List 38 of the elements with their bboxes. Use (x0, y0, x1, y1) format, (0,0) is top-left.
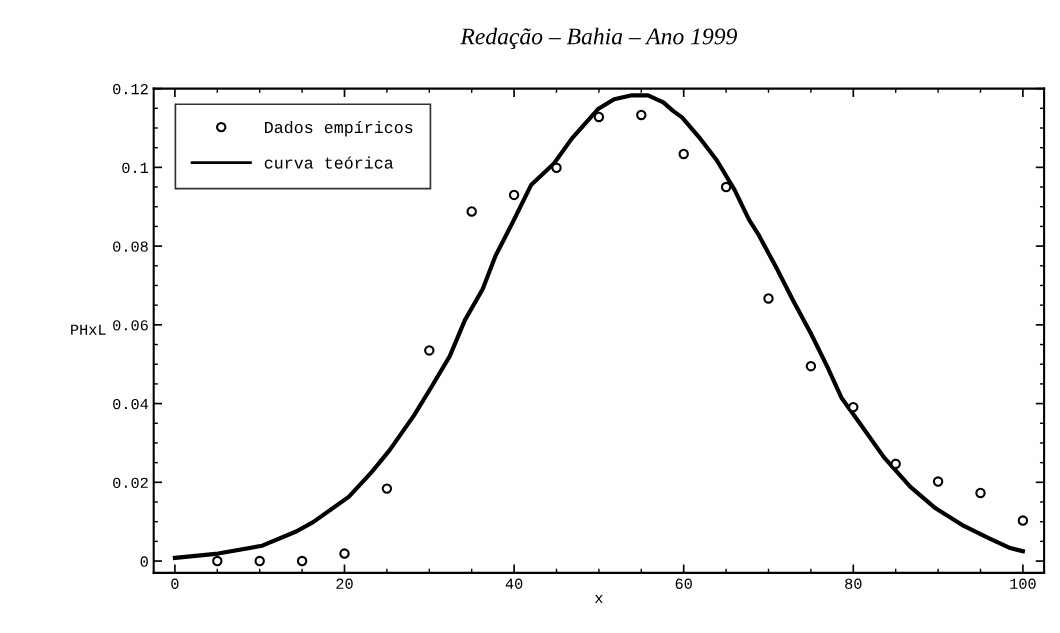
point (678, 148, 689, 160)
point (381, 483, 393, 494)
point (932, 476, 944, 487)
x-tick-label: 20 (336, 578, 353, 589)
y-tick-label: 0 (140, 556, 148, 567)
point (890, 458, 901, 470)
y-axis-title: PHxL (71, 324, 106, 335)
point (424, 345, 435, 356)
legend-label: Dados empíricos (265, 120, 413, 137)
point (975, 487, 986, 499)
point (254, 555, 265, 567)
chart-title: Redação – Bahia – Ano 1999 (460, 27, 738, 50)
point (763, 293, 774, 304)
x-axis-title: x (595, 594, 603, 604)
y-tick-label: 0.04 (113, 398, 149, 410)
y-tick-label: 0.06 (113, 320, 148, 331)
point (212, 555, 223, 567)
legend-label: curva teórica (264, 156, 394, 169)
y-tick-label: 0.02 (113, 477, 148, 488)
x-tick-label: 100 (1010, 578, 1036, 589)
x-tick-label: 0 (171, 578, 179, 589)
y-tick-label: 0.12 (113, 83, 148, 95)
x-tick-label: 40 (505, 578, 523, 589)
point (805, 360, 817, 372)
point (296, 555, 308, 567)
y-tick-label: 0.1 (122, 162, 149, 174)
point (508, 189, 520, 201)
point (720, 181, 732, 193)
x-tick-label: 80 (845, 578, 862, 589)
point (339, 548, 350, 559)
y-tick-label: 0.08 (113, 241, 148, 252)
point (551, 162, 562, 173)
point (466, 206, 477, 217)
point (593, 111, 605, 123)
x-tick-label: 60 (675, 578, 692, 589)
point (848, 401, 859, 413)
point (1017, 515, 1029, 526)
point (636, 109, 647, 121)
